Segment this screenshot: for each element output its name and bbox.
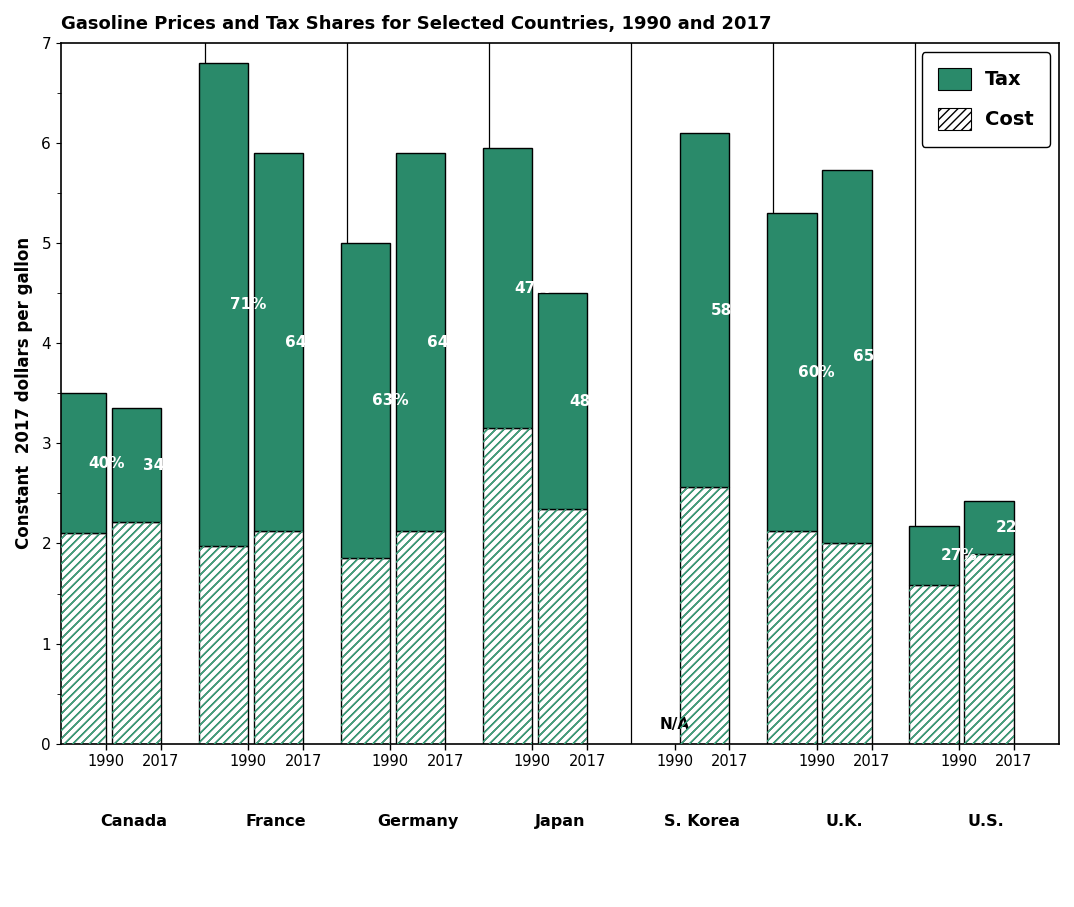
Bar: [253, 532, 303, 744]
Bar: [57, 394, 106, 533]
Bar: [823, 543, 872, 744]
Y-axis label: Constant  2017 dollars per gallon: Constant 2017 dollars per gallon: [15, 238, 33, 550]
Bar: [767, 532, 816, 744]
Bar: [823, 170, 872, 543]
Text: 60%: 60%: [798, 365, 834, 380]
Bar: [483, 428, 533, 744]
Text: 58%: 58%: [711, 303, 748, 317]
Bar: [340, 243, 390, 559]
Bar: [767, 532, 816, 744]
Bar: [680, 487, 729, 744]
Bar: [396, 532, 446, 744]
Bar: [483, 148, 533, 428]
Text: Canada: Canada: [100, 814, 168, 829]
Bar: [112, 408, 161, 522]
Bar: [823, 543, 872, 744]
Text: 34%: 34%: [143, 458, 179, 473]
Text: 22%: 22%: [996, 521, 1032, 535]
Text: 64%: 64%: [285, 335, 321, 350]
Bar: [340, 559, 390, 744]
Text: 47%: 47%: [514, 280, 551, 296]
Bar: [396, 153, 446, 532]
Bar: [910, 526, 959, 586]
Bar: [483, 428, 533, 744]
Bar: [112, 522, 161, 744]
Text: 65%: 65%: [853, 349, 890, 365]
Bar: [910, 586, 959, 744]
Text: U.K.: U.K.: [825, 814, 862, 829]
Bar: [57, 533, 106, 744]
Text: France: France: [245, 814, 306, 829]
Bar: [964, 554, 1014, 744]
Bar: [396, 532, 446, 744]
Bar: [680, 133, 729, 487]
Bar: [910, 586, 959, 744]
Text: 63%: 63%: [372, 394, 408, 408]
Bar: [964, 554, 1014, 744]
Bar: [538, 510, 587, 744]
Bar: [253, 532, 303, 744]
Bar: [680, 487, 729, 744]
Text: 64%: 64%: [427, 335, 464, 350]
Bar: [538, 510, 587, 744]
Bar: [964, 502, 1014, 554]
Text: 71%: 71%: [230, 297, 266, 312]
Text: N/A: N/A: [659, 717, 690, 732]
Text: Germany: Germany: [377, 814, 459, 829]
Bar: [340, 559, 390, 744]
Bar: [253, 153, 303, 532]
Bar: [112, 522, 161, 744]
Text: Japan: Japan: [535, 814, 585, 829]
Text: U.S.: U.S.: [968, 814, 1004, 829]
Bar: [767, 213, 816, 532]
Bar: [199, 546, 248, 744]
Bar: [538, 293, 587, 510]
Bar: [199, 63, 248, 546]
Text: Gasoline Prices and Tax Shares for Selected Countries, 1990 and 2017: Gasoline Prices and Tax Shares for Selec…: [61, 15, 771, 33]
Text: 27%: 27%: [941, 549, 977, 563]
Text: 40%: 40%: [88, 456, 125, 471]
Bar: [57, 533, 106, 744]
Legend: Tax, Cost: Tax, Cost: [921, 52, 1050, 147]
Bar: [199, 546, 248, 744]
Text: S. Korea: S. Korea: [664, 814, 740, 829]
Text: 48%: 48%: [569, 394, 606, 409]
